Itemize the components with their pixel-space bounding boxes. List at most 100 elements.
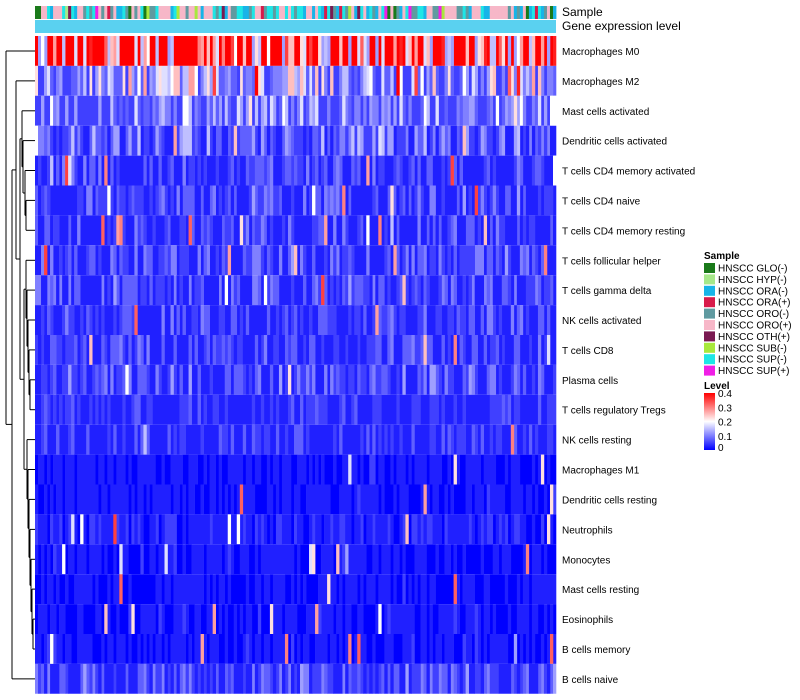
heatmap-cell-group xyxy=(239,484,244,515)
heatmap-cell-group xyxy=(197,36,226,66)
heatmap-cell-group xyxy=(423,484,427,515)
heatmap-row xyxy=(35,604,557,634)
sample-annotation-cell xyxy=(125,6,129,19)
sample-annotation-cell xyxy=(387,6,391,19)
sample-annotation-cell xyxy=(80,6,84,19)
sample-annotation-cell xyxy=(468,6,473,19)
heatmap-cell-group xyxy=(35,394,548,425)
sample-annotation-cell xyxy=(272,6,277,19)
sample-annotation-cell xyxy=(260,6,265,19)
sample-annotation-cell xyxy=(263,6,268,19)
sample-legend-label: HNSCC OTH(+) xyxy=(718,332,790,343)
sample-annotation-cell xyxy=(218,6,223,19)
sample-annotation-cell xyxy=(375,6,379,19)
heatmap-cell-group xyxy=(110,95,430,126)
sample-annotation-cell xyxy=(116,6,120,19)
level-color-bar xyxy=(704,393,715,450)
sample-annotation-cell xyxy=(152,6,156,19)
heatmap-row xyxy=(35,95,557,126)
sample-annotation-cell xyxy=(68,6,72,19)
heatmap-cell-group xyxy=(510,424,515,455)
sample-annotation-cell xyxy=(393,6,397,19)
sample-annotation-cell xyxy=(345,6,349,19)
sample-annotation-cell xyxy=(101,6,105,19)
sample-annotation-cell xyxy=(399,6,403,19)
heatmap-cell-group xyxy=(35,125,39,156)
sample-annotation-cell xyxy=(477,6,482,19)
sample-annotation-cell xyxy=(324,6,328,19)
heatmap-cell-group xyxy=(44,125,539,156)
sample-annotation-cell xyxy=(53,6,57,19)
heatmap-cell-group xyxy=(50,125,548,156)
sample-annotation-cell xyxy=(95,6,99,19)
heatmap-cell-group xyxy=(68,155,72,186)
sample-annotation-cell xyxy=(269,6,274,19)
heatmap-cell-group xyxy=(53,215,536,246)
sample-annotation-cell xyxy=(56,6,60,19)
heatmap-cell-group xyxy=(53,125,557,156)
sample-annotation-cell xyxy=(284,6,289,19)
sample-legend-label: HNSCC ORA(+) xyxy=(718,298,791,309)
heatmap-row xyxy=(35,36,557,66)
sample-annotation-cell xyxy=(293,6,298,19)
sample-annotation-cell xyxy=(525,6,530,19)
heatmap-row xyxy=(35,574,557,605)
sample-legend-swatch xyxy=(704,308,715,319)
sample-annotation-cell xyxy=(297,6,301,19)
sample-annotation-cell xyxy=(303,6,307,19)
heatmap-cell-group xyxy=(402,574,406,605)
sample-annotation-cell xyxy=(65,6,69,19)
expression-annotation-track xyxy=(35,20,556,33)
heatmap-cell-group xyxy=(35,604,557,634)
sample-annotation-cell xyxy=(519,6,524,19)
sample-annotation-cell xyxy=(47,6,51,19)
level-legend-tick: 0.3 xyxy=(718,403,732,414)
heatmap-cell-group xyxy=(41,663,554,694)
sample-annotation-cell xyxy=(378,6,382,19)
sample-annotation-cell xyxy=(357,6,361,19)
heatmap-cell-group xyxy=(513,634,518,664)
sample-annotation-cell xyxy=(420,6,424,19)
sample-annotation-cell xyxy=(447,6,451,19)
heatmap-cell-group xyxy=(59,245,539,276)
heatmap-cell-group xyxy=(507,65,512,96)
heatmap-row xyxy=(35,125,557,156)
sample-annotation-cell xyxy=(290,6,295,19)
heatmap-cell-group xyxy=(56,65,554,96)
heatmap-cell-group xyxy=(348,454,352,485)
heatmap-cell-group xyxy=(390,185,394,216)
sample-annotation-cell xyxy=(83,6,87,19)
sample-annotation-cell xyxy=(534,6,539,19)
sample-legend-label: HNSCC SUB(-) xyxy=(718,343,787,354)
sample-annotation-cell xyxy=(492,6,497,19)
heatmap-cell-group xyxy=(56,155,542,186)
heatmap-cell-group xyxy=(378,125,382,156)
sample-annotation-cell xyxy=(278,6,283,19)
heatmap-cell-group xyxy=(41,185,554,216)
heatmap-cell-group xyxy=(35,634,557,664)
heatmap-cell-group xyxy=(293,245,298,276)
sample-annotation-cell xyxy=(450,6,455,19)
heatmap-row xyxy=(35,215,557,246)
sample-annotation-cell xyxy=(158,6,162,19)
sample-annotation-cell xyxy=(507,6,512,19)
heatmap-row xyxy=(35,454,557,485)
row-label: Macrophages M1 xyxy=(562,466,640,477)
row-label: T cells regulatory Tregs xyxy=(562,406,666,417)
heatmap-cell-group xyxy=(35,484,548,515)
sample-legend-swatch xyxy=(704,342,715,353)
heatmap-cell-group xyxy=(453,335,457,365)
sample-legend-swatch xyxy=(704,354,715,365)
heatmap-cell-group xyxy=(35,305,557,335)
sample-legend-label: HNSCC ORO(+) xyxy=(718,321,792,332)
sample-annotation-cell xyxy=(104,6,108,19)
row-label: Mast cells activated xyxy=(562,107,649,118)
sample-annotation-cell xyxy=(146,6,150,19)
sample-annotation-cell xyxy=(309,6,313,19)
sample-annotation-cell xyxy=(405,6,409,19)
heatmap-row xyxy=(35,335,557,365)
sample-annotation-cell xyxy=(224,6,229,19)
sample-annotation-cell xyxy=(396,6,400,19)
sample-annotation-cell xyxy=(266,6,271,19)
sample-annotation-cell xyxy=(170,6,174,19)
